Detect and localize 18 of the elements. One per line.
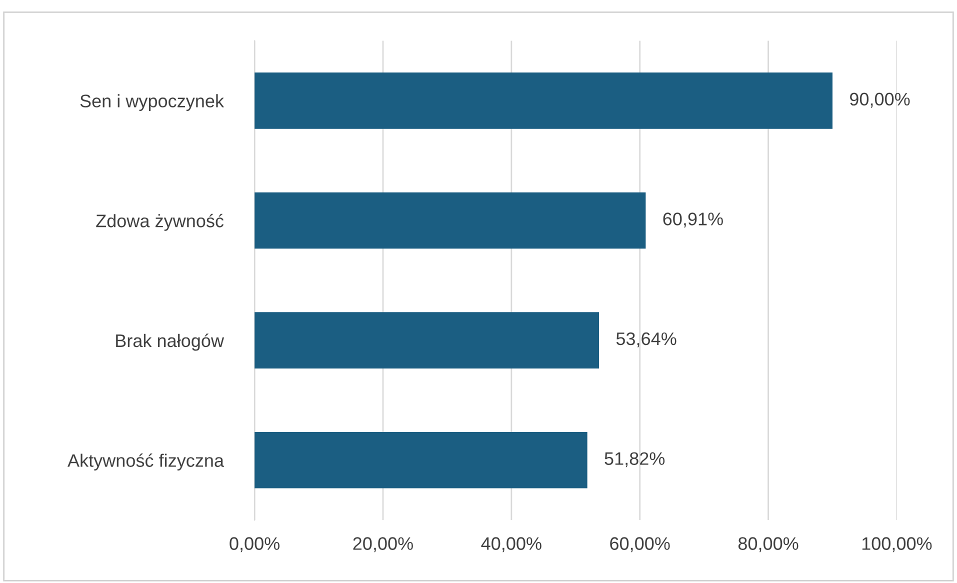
x-tick-label: 20,00% xyxy=(353,537,413,552)
data-label: 90,00% xyxy=(850,92,910,108)
y-tick-label: Aktywność fizyczna xyxy=(68,453,224,471)
x-tick-label: 0,00% xyxy=(230,537,280,552)
bar xyxy=(254,432,588,488)
bar xyxy=(254,312,600,368)
data-label: 53,64% xyxy=(616,332,676,348)
x-tick-label: 100,00% xyxy=(862,537,932,552)
y-tick-label: Sen i wypoczynek xyxy=(80,94,224,111)
x-tick-label: 60,00% xyxy=(610,537,670,552)
y-tick-label: Zdowa żywność xyxy=(96,214,224,231)
data-label: 51,82% xyxy=(604,452,665,468)
x-tick-label: 80,00% xyxy=(738,537,798,552)
bar xyxy=(254,72,832,129)
data-label: 60,91% xyxy=(663,212,723,228)
y-tick-label: Brak nałogów xyxy=(116,334,224,351)
x-tick-label: 40,00% xyxy=(481,537,542,552)
bar xyxy=(254,192,646,249)
